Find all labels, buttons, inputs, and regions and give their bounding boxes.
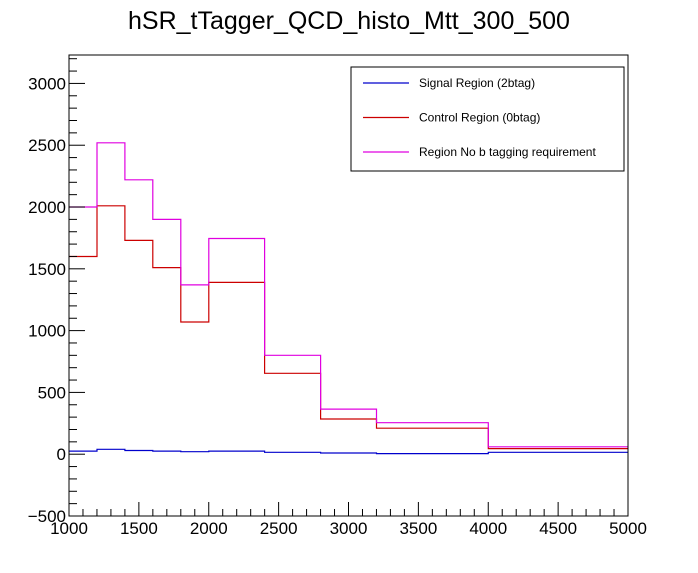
series-line-1 <box>69 205 628 450</box>
y-tick-label: 2000 <box>28 198 66 217</box>
series-line-2 <box>69 142 628 448</box>
x-tick-label: 2500 <box>260 519 298 538</box>
y-tick-label: 3000 <box>28 74 66 93</box>
legend: Signal Region (2btag) Control Region (0bt… <box>350 66 625 172</box>
axes: 1000 1500 2000 2500 3000 3500 4000 4500 5000−500… <box>28 54 647 538</box>
y-tick-label: 2500 <box>28 136 66 155</box>
y-tick-label: 0 <box>57 445 66 464</box>
x-tick-label: 5000 <box>609 519 647 538</box>
x-tick-label: 3500 <box>399 519 437 538</box>
y-tick-label: 1500 <box>28 260 66 279</box>
y-tick-label: 1000 <box>28 322 66 341</box>
legend-label-0: Signal Region (2btag) <box>419 76 535 90</box>
x-tick-label: 4000 <box>469 519 507 538</box>
legend-box <box>350 66 625 172</box>
x-tick-label: 1500 <box>120 519 158 538</box>
series-line-0 <box>69 448 628 455</box>
legend-label-1: Control Region (0btag) <box>419 111 540 125</box>
legend-label-2: Region No b tagging requirement <box>419 145 596 159</box>
chart-title: hSR_tTagger_QCD_histo_Mtt_300_500 <box>128 7 570 35</box>
y-tick-label: 500 <box>38 383 66 402</box>
x-tick-label: 4500 <box>539 519 577 538</box>
x-tick-label: 3000 <box>330 519 368 538</box>
x-tick-label: 1000 <box>50 519 88 538</box>
y-tick-label: −500 <box>28 507 66 526</box>
plot-area <box>69 142 628 455</box>
x-tick-label: 2000 <box>190 519 228 538</box>
